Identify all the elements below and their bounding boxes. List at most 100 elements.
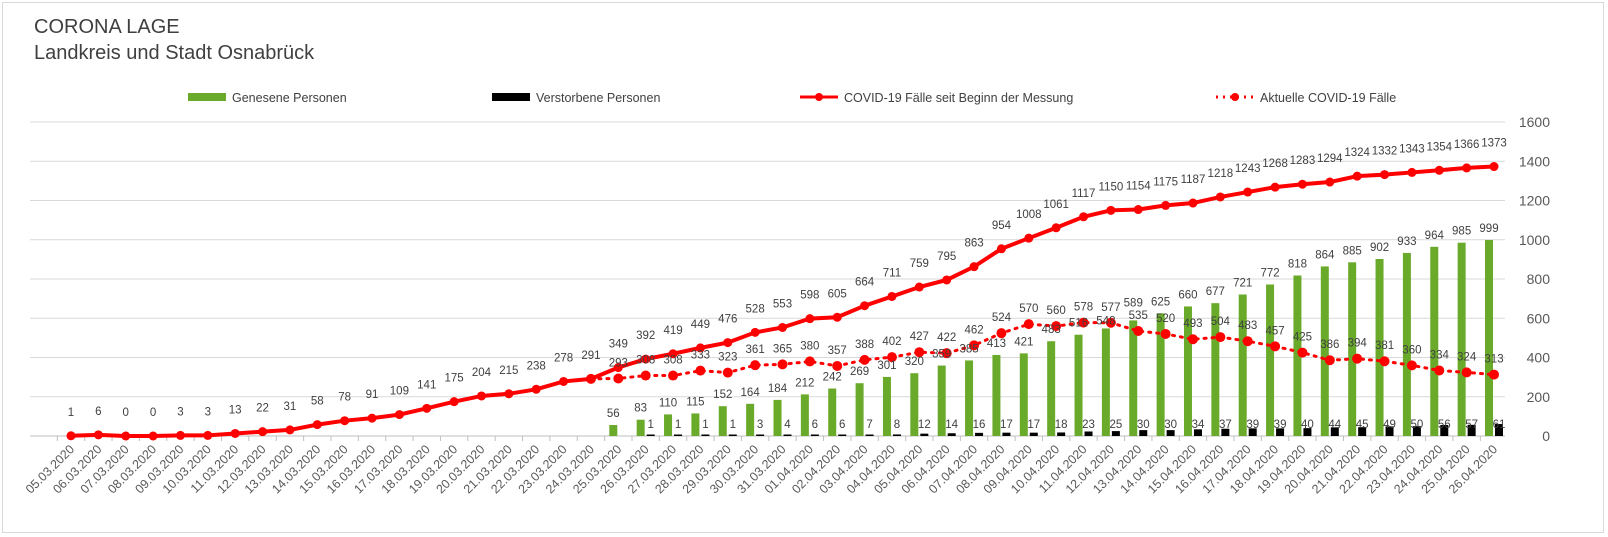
data-label-deaths: 30 — [1164, 419, 1177, 431]
active-cases-point — [1187, 334, 1198, 345]
active-cases-data-label: 360 — [1402, 344, 1421, 356]
data-label-recovered: 359 — [932, 349, 951, 361]
active-cases-data-label: 570 — [1019, 303, 1038, 315]
active-cases-data-label: 524 — [992, 312, 1012, 324]
bar-recovered — [718, 406, 727, 436]
cumulative-cases-data-label: 664 — [855, 277, 875, 289]
bar-recovered — [965, 360, 974, 436]
data-label-recovered: 625 — [1151, 296, 1170, 308]
active-cases-point — [777, 359, 788, 370]
cumulative-cases-point — [285, 425, 295, 435]
cumulative-cases-data-label: 141 — [417, 379, 436, 391]
cumulative-cases-data-label: 605 — [828, 288, 847, 300]
legend-swatch — [188, 93, 226, 101]
cumulative-cases-data-label: 109 — [390, 386, 409, 398]
active-cases-data-label: 520 — [1156, 313, 1175, 325]
data-label-deaths: 3 — [757, 419, 763, 431]
cumulative-cases-point — [367, 413, 377, 423]
active-cases-point — [1406, 360, 1417, 371]
data-label-deaths: 17 — [1027, 419, 1040, 431]
data-label-deaths: 6 — [812, 419, 818, 431]
active-cases-data-label: 560 — [1047, 305, 1066, 317]
legend-marker — [1231, 93, 1239, 101]
data-label-recovered: 677 — [1206, 286, 1225, 298]
cumulative-cases-point — [422, 403, 432, 413]
cumulative-cases-data-label: 0 — [150, 407, 156, 419]
data-label-recovered: 818 — [1288, 258, 1307, 270]
active-cases-point — [1105, 317, 1116, 328]
data-label-deaths: 18 — [1055, 419, 1068, 431]
data-label-deaths: 8 — [894, 419, 900, 431]
data-label-recovered: 164 — [741, 387, 761, 399]
data-label-recovered: 772 — [1260, 267, 1279, 279]
active-cases-data-label: 365 — [773, 343, 792, 355]
cumulative-cases-data-label: 1187 — [1181, 174, 1206, 186]
cumulative-cases-data-label: 528 — [746, 303, 765, 315]
bar-recovered — [609, 425, 618, 436]
bar-deaths — [674, 434, 683, 436]
bar-deaths — [1193, 429, 1202, 436]
cumulative-cases-point — [203, 430, 213, 440]
data-label-deaths: 7 — [866, 419, 872, 431]
data-label-deaths: 14 — [945, 419, 958, 431]
data-label-deaths: 44 — [1328, 419, 1341, 431]
cumulative-cases-point — [394, 410, 404, 420]
data-label-recovered: 56 — [607, 408, 620, 420]
bar-deaths — [1330, 427, 1339, 436]
bar-recovered — [828, 388, 837, 436]
data-label-recovered: 320 — [905, 356, 924, 368]
active-cases-point — [1215, 332, 1226, 343]
data-label-recovered: 864 — [1315, 249, 1335, 261]
active-cases-data-label: 577 — [1101, 302, 1120, 314]
data-label-deaths: 30 — [1137, 419, 1150, 431]
active-cases-point — [695, 365, 706, 376]
cumulative-cases-data-label: 1366 — [1454, 139, 1480, 151]
bar-recovered — [855, 383, 864, 436]
data-label-deaths: 45 — [1356, 419, 1369, 431]
data-label-deaths: 17 — [1000, 419, 1013, 431]
bar-deaths — [756, 434, 765, 436]
active-cases-point — [1051, 321, 1062, 332]
bar-recovered — [1430, 246, 1439, 436]
active-cases-data-label: 386 — [1320, 339, 1339, 351]
active-cases-data-label: 381 — [1375, 340, 1394, 352]
bar-recovered — [910, 373, 919, 436]
data-label-recovered: 385 — [959, 343, 978, 355]
active-cases-point — [886, 352, 897, 363]
data-label-recovered: 110 — [659, 397, 677, 409]
bar-recovered — [882, 376, 891, 436]
bar-recovered — [1375, 258, 1384, 436]
cumulative-cases-data-label: 1332 — [1372, 146, 1398, 158]
bar-deaths — [1139, 430, 1148, 436]
bar-recovered — [1320, 266, 1329, 436]
data-label-recovered: 516 — [1069, 318, 1088, 330]
cumulative-cases-data-label: 1354 — [1426, 141, 1452, 153]
bar-deaths — [1303, 428, 1312, 436]
bar-deaths — [1412, 426, 1421, 436]
bar-recovered — [773, 399, 782, 436]
cumulative-cases-point — [969, 262, 979, 272]
cumulative-cases-point — [1380, 170, 1390, 180]
cumulative-cases-point — [613, 363, 623, 373]
cumulative-cases-data-label: 1061 — [1043, 199, 1069, 211]
cumulative-cases-data-label: 0 — [123, 407, 129, 419]
data-label-recovered: 152 — [713, 389, 732, 401]
active-cases-point — [1270, 341, 1281, 352]
cumulative-cases-point — [476, 391, 486, 401]
bar-recovered — [1156, 313, 1165, 436]
data-label-deaths: 40 — [1301, 419, 1314, 431]
data-label-recovered: 413 — [987, 338, 1006, 350]
active-cases-data-label: 402 — [882, 336, 901, 348]
cumulative-cases-point — [778, 322, 787, 332]
cumulative-cases-data-label: 1150 — [1099, 181, 1124, 193]
cumulative-cases-data-label: 795 — [937, 251, 956, 263]
bar-deaths — [701, 434, 710, 436]
data-label-recovered: 421 — [1014, 336, 1033, 348]
data-label-deaths: 49 — [1383, 419, 1396, 431]
cumulative-cases-point — [1051, 223, 1061, 233]
cumulative-cases-data-label: 1008 — [1016, 209, 1042, 221]
cumulative-cases-point — [66, 431, 76, 441]
cumulative-cases-data-label: 1243 — [1235, 163, 1261, 175]
cumulative-cases-data-label: 31 — [284, 401, 297, 413]
